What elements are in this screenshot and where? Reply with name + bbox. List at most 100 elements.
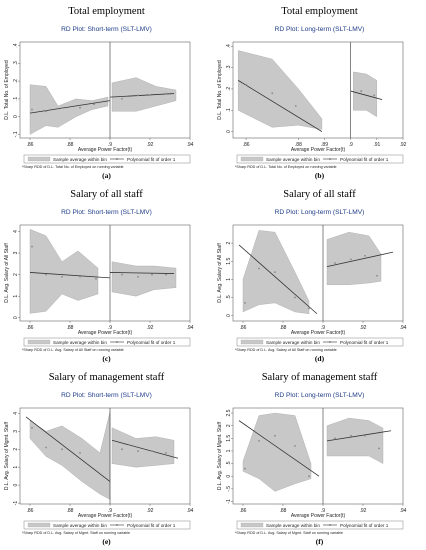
right-confidence-band [326, 231, 382, 286]
chart-panel-d: Salary of all staff RD Plot: Long-term (S… [213, 183, 426, 366]
x-tick-label: .94 [187, 508, 194, 514]
x-tick-label: .86 [240, 325, 247, 331]
legend-fit-label: Polynomial fit of order 1 [340, 523, 389, 528]
legend-box [236, 154, 404, 164]
bin-average-point [165, 92, 167, 95]
x-tick-label: .9 [108, 508, 112, 514]
y-tick-label: 4 [13, 412, 19, 415]
footnote: *Sharp RDD of D.L. Avg. Salary of Mgmt. … [22, 531, 130, 535]
bin-average-point [258, 439, 260, 442]
y-tick-label: 2.5 [226, 409, 232, 416]
bin-average-point [151, 273, 153, 276]
bin-average-point [93, 103, 95, 106]
plot-area [238, 230, 394, 315]
x-tick-label: .86 [27, 325, 34, 331]
section-title: Salary of all staff [70, 189, 143, 200]
left-confidence-band [29, 411, 111, 500]
x-tick-label: .86 [243, 142, 250, 148]
x-tick-label: .9 [321, 508, 325, 514]
legend-band-swatch [27, 156, 51, 162]
bin-average-point [95, 278, 97, 280]
bin-average-point [137, 450, 139, 452]
y-tick-label: -1 [226, 499, 232, 504]
x-tick-label: .92 [147, 142, 154, 148]
y-tick-label: 0 [226, 475, 232, 478]
y-tick-label: -.5 [226, 486, 232, 492]
bin-average-point [376, 274, 378, 277]
bin-average-point [121, 97, 123, 100]
y-tick-label: 1.5 [226, 258, 232, 265]
bin-average-point [137, 94, 139, 97]
bin-average-point [45, 273, 47, 276]
y-tick-label: 1 [226, 278, 232, 281]
legend-fit-label: Polynomial fit of order 1 [127, 340, 176, 345]
bin-average-point [274, 271, 276, 273]
section-title: Salary of management staff [262, 372, 378, 383]
legend-box [23, 520, 191, 530]
y-tick-label: 3 [13, 251, 19, 254]
y-tick-label: .2 [13, 79, 19, 83]
y-tick-label: .1 [226, 108, 232, 112]
bin-average-point [149, 94, 151, 97]
bin-average-point [294, 444, 296, 447]
legend-band-label: Sample average within bin [266, 523, 320, 528]
bin-average-point [258, 267, 260, 270]
left-confidence-band [29, 229, 99, 314]
y-tick-label: 0 [226, 314, 232, 317]
bin-average-point [350, 434, 352, 437]
legend-band-swatch [27, 522, 51, 528]
left-fit-line [238, 80, 323, 132]
legend-fit-label: Polynomial fit of order 1 [340, 340, 389, 345]
y-axis-label: D.L. Avg. Salary of Mgmt. Staff [4, 421, 10, 490]
y-axis-label: D.L. Avg. Salary of All Staff [217, 243, 223, 303]
plot-frame [232, 407, 404, 505]
bin-average-point [79, 451, 81, 454]
y-tick-label: 0 [13, 484, 19, 487]
x-axis-label: Average Power Factor(t) [291, 513, 346, 519]
y-tick-label: 1 [13, 466, 19, 469]
bin-average-point [45, 446, 47, 449]
bin-average-point [151, 450, 153, 452]
bin-average-point [79, 106, 81, 109]
left-fit-line [238, 244, 318, 315]
chart-panel-b: Total employment RD Plot: Long-term (SLT-… [213, 0, 426, 183]
bin-average-point [378, 447, 380, 450]
figure-caption: (c) [102, 354, 111, 363]
x-tick-label: .88 [280, 508, 287, 514]
plot-title: RD Plot: Long-term (SLT-LMV) [275, 26, 365, 33]
chart-panel-a: Total employment RD Plot: Short-term (SLT… [0, 0, 213, 183]
section-title: Total employment [281, 6, 358, 17]
footnote: *Sharp RDD of D.L. Avg. Salary of All St… [22, 348, 124, 352]
right-confidence-band [326, 417, 384, 464]
rd-plot-svg: Salary of all staff RD Plot: Long-term (S… [217, 189, 407, 363]
x-tick-label: .86 [27, 142, 34, 148]
bin-average-point [31, 426, 33, 429]
left-confidence-band [242, 412, 312, 492]
bin-average-point [137, 275, 139, 278]
plot-area [29, 229, 177, 314]
section-title: Total employment [68, 6, 145, 17]
right-confidence-band [111, 261, 177, 297]
legend-fit-label: Polynomial fit of order 1 [127, 157, 176, 162]
x-axis-label: Average Power Factor(t) [291, 330, 346, 336]
y-tick-label: -1 [13, 501, 19, 506]
left-fit-line [238, 420, 320, 477]
left-fit-line [29, 272, 111, 279]
legend-band-swatch [240, 156, 264, 162]
bin-average-point [45, 110, 47, 113]
chart-panel-f: Salary of management staff RD Plot: Long-… [213, 366, 426, 549]
figure-caption: (b) [315, 171, 325, 180]
x-tick-label: .9 [349, 142, 353, 148]
plot-frame [19, 407, 191, 505]
rd-plot-svg: Total employment RD Plot: Short-term (SLT… [4, 6, 194, 180]
legend-box [236, 337, 404, 347]
figure-caption: (d) [315, 354, 325, 363]
x-tick-label: .88 [67, 508, 74, 514]
bin-average-point [165, 451, 167, 454]
plot-title: RD Plot: Short-term (SLT-LMV) [61, 209, 152, 216]
bin-average-point [61, 275, 63, 278]
legend-band-label: Sample average within bin [266, 157, 320, 162]
plot-frame [19, 224, 191, 322]
y-tick-label: .3 [226, 65, 232, 69]
x-tick-label: .92 [400, 142, 407, 148]
